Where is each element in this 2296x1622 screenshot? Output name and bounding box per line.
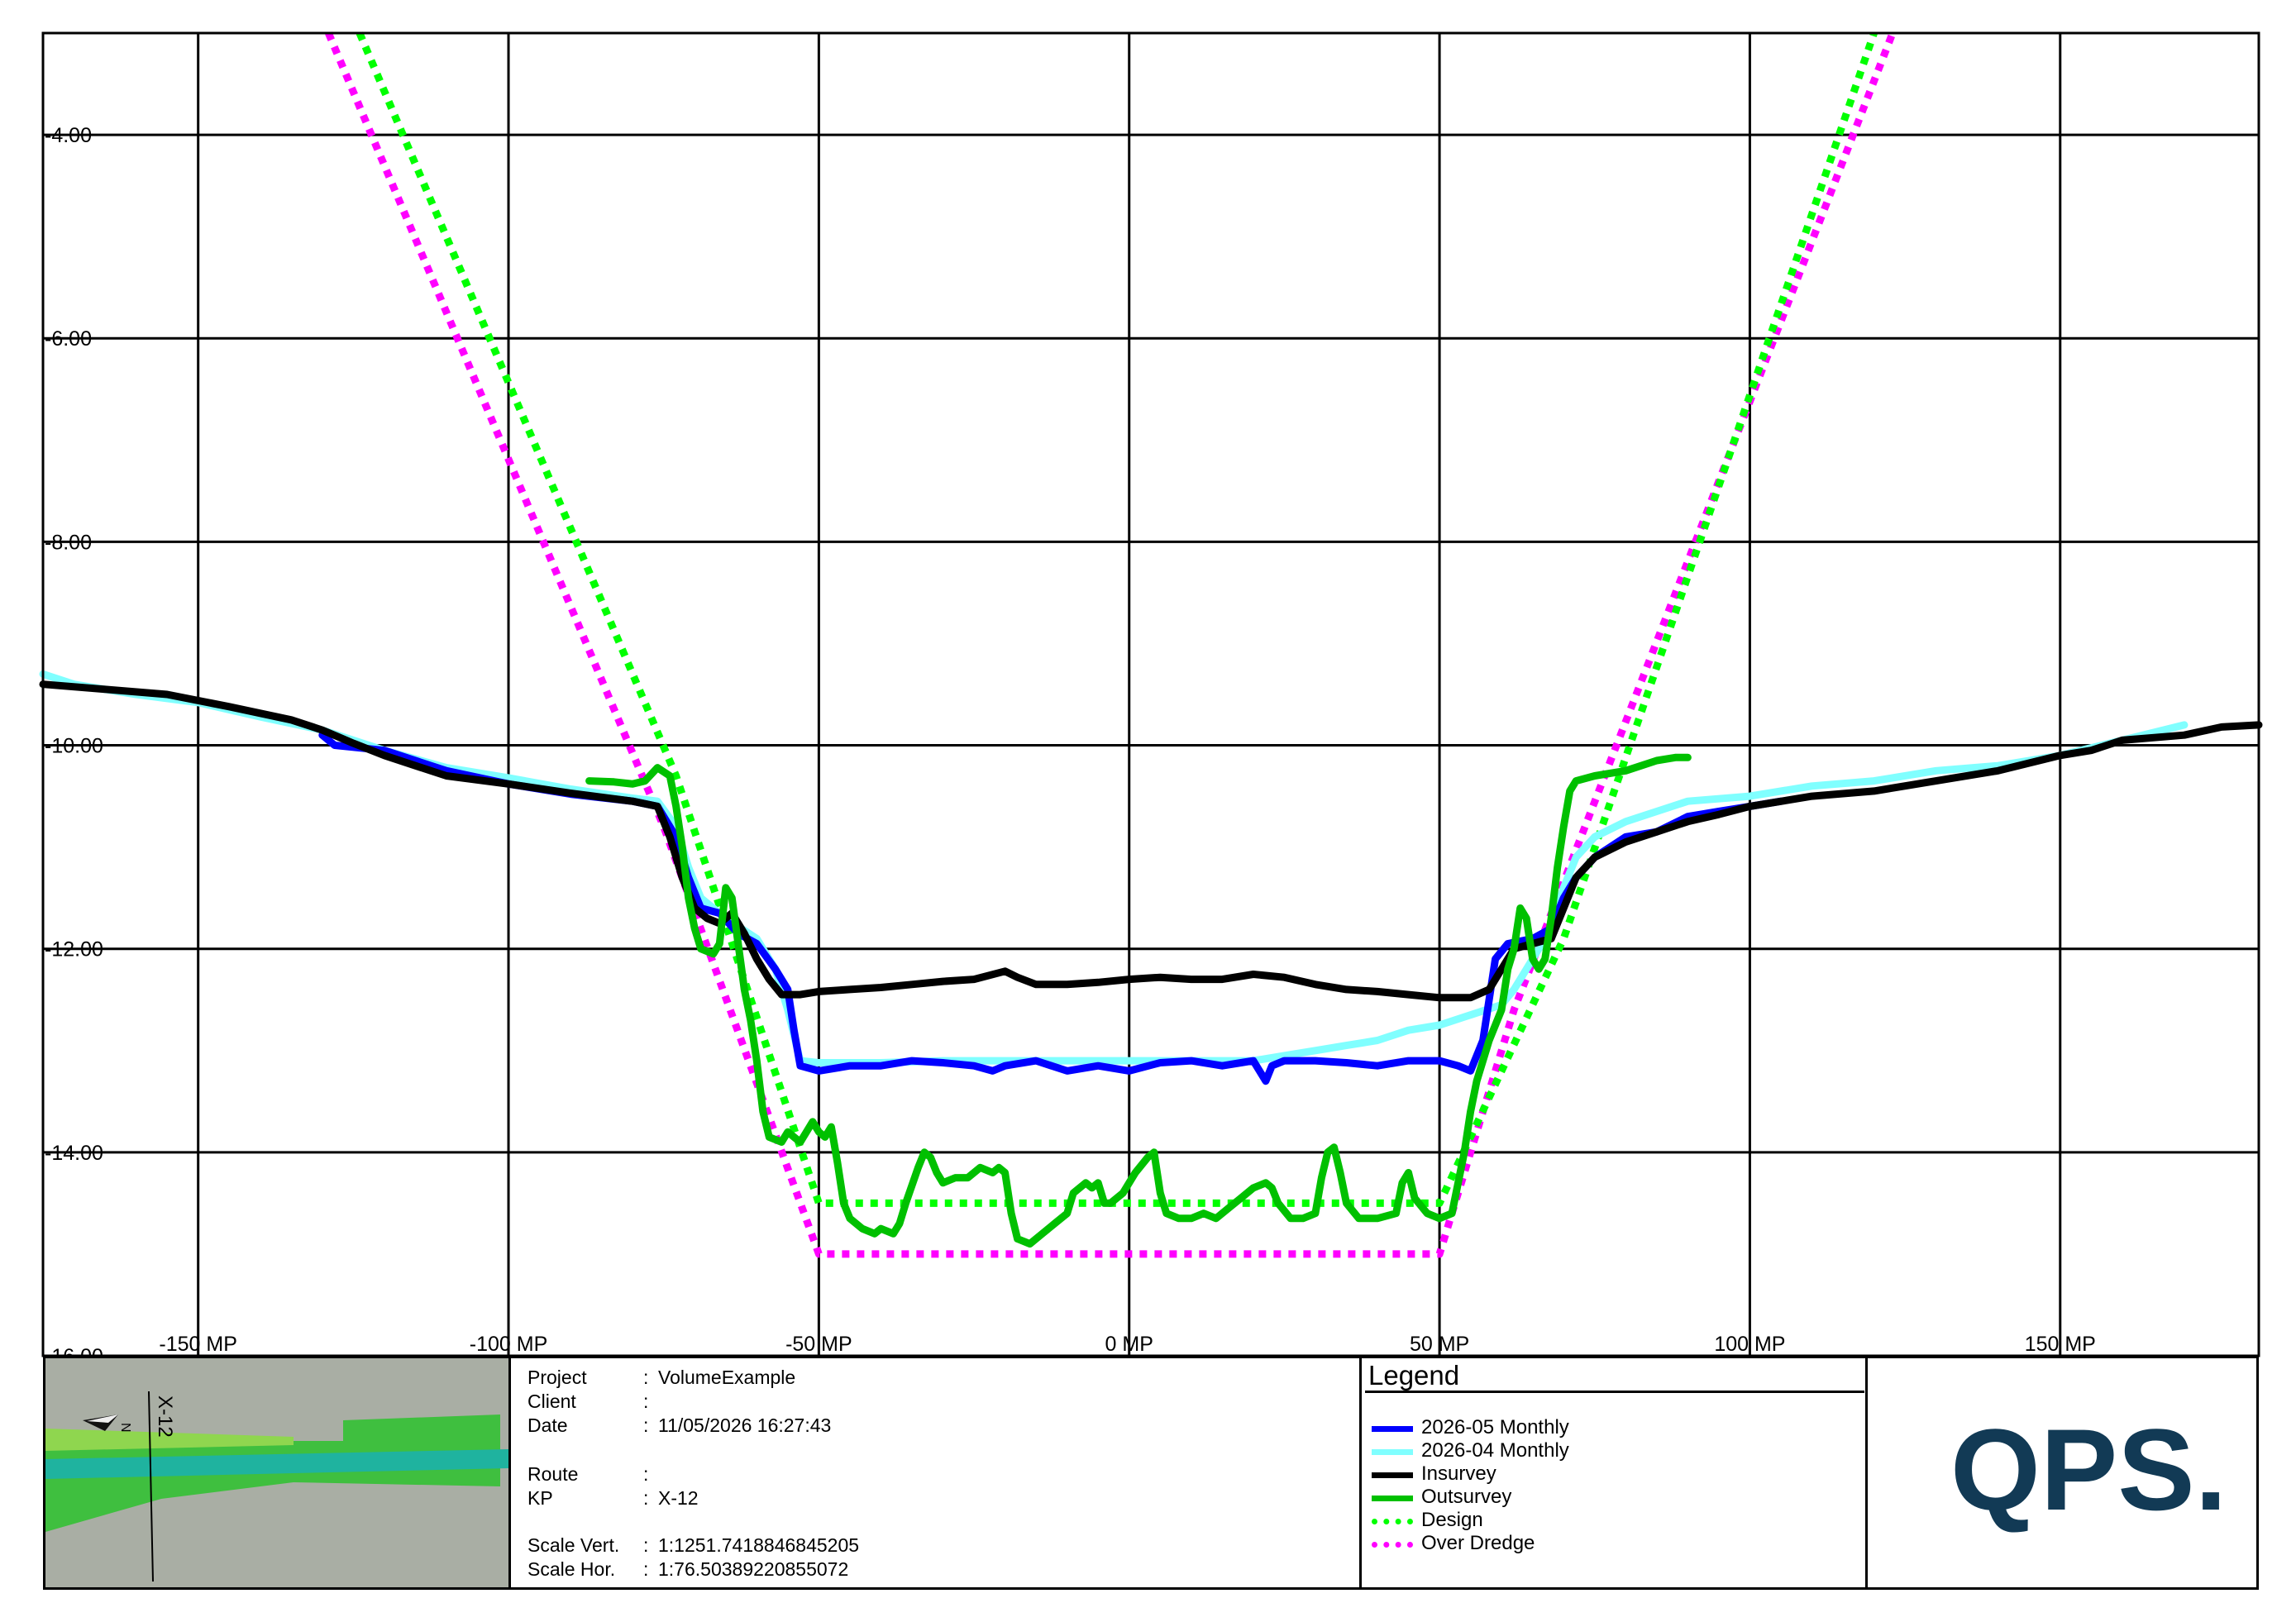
meta-separator: : [643, 1414, 649, 1436]
meta-value: 1:1251.7418846845205 [658, 1534, 860, 1556]
series-layer [39, 31, 2263, 1258]
meta-value: 11/05/2026 16:27:43 [658, 1414, 832, 1436]
meta-value: VolumeExample [658, 1367, 796, 1388]
meta-row-scale-hor: Scale Hor.:1:76.50389220855072 [527, 1558, 848, 1581]
legend-swatch [1372, 1496, 1413, 1501]
legend-label: Over Dredge [1421, 1532, 1535, 1554]
company-logo: QPS. [1868, 1358, 2256, 1587]
x-tick-label: 0 MP [1105, 1333, 1153, 1356]
series-line-2026-05-monthly [318, 731, 1785, 1085]
project-info: Project: VolumeExample Client: Date:11/05… [511, 1358, 1362, 1587]
y-tick-label: -12.00 [45, 938, 103, 961]
x-tick-label: -100 MP [470, 1333, 547, 1356]
route-line [148, 1391, 154, 1582]
y-tick-label: -8.00 [45, 531, 92, 554]
y-tick-label: -6.00 [45, 327, 92, 351]
series-line-outsurvey [585, 753, 1692, 1248]
north-label: N [118, 1423, 132, 1433]
meta-key: Date [527, 1414, 568, 1436]
tick-labels: -150 MP -100 MP -50 MP 0 MP 50 MP 100 MP 150 M… [45, 124, 2096, 1368]
legend-swatch [1372, 1426, 1413, 1432]
x-tick-label: 150 MP [2025, 1333, 2096, 1356]
map-land-light [45, 1429, 294, 1451]
legend: Legend 2026-05 Monthly 2026-04 Monthly I… [1362, 1358, 1868, 1587]
map-drawing: N X-12 [45, 1358, 508, 1587]
north-arrow-shadow [87, 1414, 118, 1423]
meta-key: Project [527, 1367, 587, 1388]
y-tick-label: -4.00 [45, 124, 92, 147]
meta-separator: : [643, 1367, 649, 1388]
legend-label: Design [1421, 1509, 1483, 1531]
meta-row-client: Client: [527, 1391, 658, 1413]
info-panel: N X-12 Project: VolumeExample Client: Dat… [43, 1356, 2259, 1590]
series-line-over-dredge [325, 31, 1897, 1258]
meta-row-scale-vert: Scale Vert.:1:1251.7418846845205 [527, 1534, 859, 1557]
logo-text: QPS. [1950, 1405, 2227, 1534]
logo-drawing: QPS. [1950, 1405, 2227, 1534]
y-tick-label: -10.00 [45, 735, 103, 758]
legend-label: Outsurvey [1421, 1486, 1512, 1508]
legend-swatch [1372, 1519, 1413, 1524]
series-line-insurvey [39, 680, 2263, 1002]
meta-row-date: Date:11/05/2026 16:27:43 [527, 1414, 831, 1437]
meta-row-project: Project: VolumeExample [527, 1367, 795, 1389]
y-tick-label: -14.00 [45, 1142, 103, 1165]
route-label: X-12 [154, 1395, 176, 1438]
meta-value: X-12 [658, 1487, 699, 1509]
meta-row-route: Route: [527, 1463, 658, 1486]
legend-swatch [1372, 1449, 1413, 1455]
x-tick-label: -50 MP [785, 1333, 852, 1356]
meta-value: 1:76.50389220855072 [658, 1558, 849, 1580]
legend-title: Legend [1365, 1358, 1864, 1393]
meta-row-kp: KP: X-12 [527, 1487, 699, 1510]
legend-label: 2026-04 Monthly [1421, 1439, 1569, 1462]
map-channel [45, 1449, 508, 1479]
series-line-2026-04-monthly [39, 670, 2189, 1066]
legend-swatch [1372, 1542, 1413, 1548]
meta-key: Route [527, 1463, 579, 1485]
legend-swatch [1372, 1472, 1413, 1478]
legend-label: 2026-05 Monthly [1421, 1416, 1569, 1438]
x-tick-label: -150 MP [159, 1333, 236, 1356]
x-tick-label: 50 MP [1410, 1333, 1469, 1356]
x-tick-label: 100 MP [1714, 1333, 1785, 1356]
meta-separator: : [643, 1487, 649, 1509]
meta-key: Scale Hor. [527, 1558, 616, 1580]
meta-separator: : [643, 1534, 649, 1556]
meta-separator: : [643, 1391, 649, 1412]
legend-label: Insurvey [1421, 1462, 1496, 1485]
meta-key: Scale Vert. [527, 1534, 620, 1556]
plot-frame [41, 31, 2260, 1357]
meta-key: Client [527, 1391, 576, 1412]
meta-key: KP [527, 1487, 553, 1509]
meta-separator: : [643, 1463, 649, 1485]
meta-separator: : [643, 1558, 649, 1580]
location-map[interactable]: N X-12 [45, 1358, 511, 1587]
series-line-design [356, 31, 1878, 1207]
